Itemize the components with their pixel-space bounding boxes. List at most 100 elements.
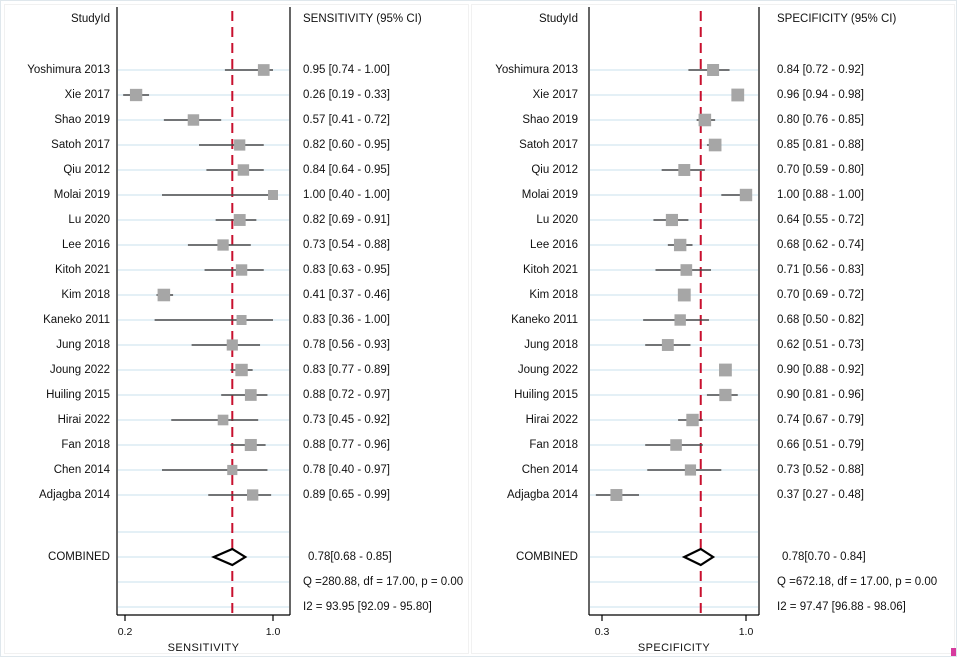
study-labels-column: Yoshimura 2013 Xie 2017 Shao 2019 Satoh 201… [9,5,110,655]
study-header: StudyId [539,13,578,25]
study-label: Joung 2022 [49,364,110,376]
combined-value: 0.78[0.68 - 0.85] [308,551,392,563]
estimate-marker [129,88,143,102]
study-label: Lee 2016 [62,239,110,251]
ci-value: 0.64 [0.55 - 0.72] [777,214,864,226]
estimate-marker [684,464,697,476]
estimate-marker [739,188,753,202]
ci-value: 0.83 [0.77 - 0.89] [303,364,390,376]
axis-tick-label-low: 0.3 [594,626,610,638]
study-label: Xie 2017 [64,89,110,101]
i2-statistic: I2 = 97.47 [96.88 - 98.06] [777,601,906,613]
ci-value: 0.66 [0.51 - 0.79] [777,439,864,451]
axis-tick-label-high: 1.0 [738,626,754,638]
combined-value: 0.78[0.70 - 0.84] [782,551,866,563]
ci-value: 0.41 [0.37 - 0.46] [303,289,390,301]
ci-value: 0.71 [0.56 - 0.83] [777,264,864,276]
study-label: Adjagba 2014 [507,489,578,501]
study-label: Shao 2019 [522,114,578,126]
estimate-marker [661,339,674,351]
ci-value: 0.90 [0.81 - 0.96] [777,389,864,401]
estimate-marker [233,214,246,226]
study-label: Qiu 2012 [63,164,110,176]
study-label: Shao 2019 [54,114,110,126]
estimate-marker [217,239,229,251]
study-label: Kaneko 2011 [511,314,578,326]
study-label: Huiling 2015 [514,389,578,401]
corner-artifact [951,648,956,656]
sensitivity-panel: StudyId SENSITIVITY (95% CI) Yoshimura 2… [4,4,469,654]
specificity-axis-title: SPECIFICITY [637,642,711,654]
ci-value: 0.96 [0.94 - 0.98] [777,89,864,101]
ci-value: 0.78 [0.56 - 0.93] [303,339,390,351]
ci-value: 0.78 [0.40 - 0.97] [303,464,390,476]
study-label: Yoshimura 2013 [495,64,578,76]
study-label: Adjagba 2014 [39,489,110,501]
study-label: Chen 2014 [521,464,578,476]
estimate-marker [244,438,257,452]
ci-value: 0.73 [0.54 - 0.88] [303,239,390,251]
estimate-marker [227,464,238,476]
study-label: Fan 2018 [529,439,578,451]
ci-value: 0.80 [0.76 - 0.85] [777,114,864,126]
estimate-marker [670,439,682,451]
ci-value: 0.73 [0.45 - 0.92] [303,414,390,426]
study-label: Lee 2016 [530,239,578,251]
combined-label: COMBINED [516,551,578,563]
specificity-panel: StudyId SPECIFICITY (95% CI) Yoshimura 2… [471,4,955,654]
combined-diamond [211,547,248,567]
estimate-marker [673,238,687,252]
study-label: Huiling 2015 [46,389,110,401]
study-label: Jung 2018 [524,339,578,351]
ci-value: 0.88 [0.72 - 0.97] [303,389,390,401]
study-label: Yoshimura 2013 [27,64,110,76]
estimate-marker [678,164,691,176]
estimate-marker [719,363,732,377]
study-label: Kitoh 2021 [523,264,578,276]
i2-statistic: I2 = 93.95 [92.09 - 95.80] [303,601,432,613]
ci-value: 0.82 [0.60 - 0.95] [303,139,390,151]
study-label: Kaneko 2011 [43,314,110,326]
estimate-marker [217,414,229,426]
study-label: Kim 2018 [529,289,578,301]
ci-value: 0.85 [0.81 - 0.88] [777,139,864,151]
estimate-marker [244,389,257,401]
study-label: Satoh 2017 [51,139,110,151]
estimate-marker [247,489,259,501]
estimate-marker [610,489,623,501]
ci-value: 0.83 [0.63 - 0.95] [303,264,390,276]
estimate-marker [686,413,699,427]
estimate-marker [719,388,732,402]
study-label: Jung 2018 [56,339,110,351]
ci-value: 1.00 [0.88 - 1.00] [777,189,864,201]
estimate-marker [157,288,171,302]
ci-value: 0.89 [0.65 - 0.99] [303,489,390,501]
estimate-marker [665,213,679,227]
study-label: Satoh 2017 [519,139,578,151]
study-labels-column: Yoshimura 2013 Xie 2017 Shao 2019 Satoh 201… [478,5,578,655]
study-label: Qiu 2012 [531,164,578,176]
estimate-marker [226,339,238,351]
study-label: Kitoh 2021 [55,264,110,276]
sensitivity-forest-svg [116,7,291,621]
combined-diamond [681,547,716,567]
estimate-marker [257,64,270,76]
study-label: Chen 2014 [53,464,110,476]
ci-value: 0.84 [0.72 - 0.92] [777,64,864,76]
study-label: Joung 2022 [517,364,578,376]
study-label: Hirai 2022 [57,414,110,426]
ci-value: 1.00 [0.40 - 1.00] [303,189,390,201]
estimate-marker [237,164,250,176]
q-statistic: Q =672.18, df = 17.00, p = 0.00 [777,576,938,588]
study-label: Lu 2020 [536,214,578,226]
study-label: Kim 2018 [61,289,110,301]
axis-tick-label-high: 1.0 [265,626,281,638]
ci-value: 0.90 [0.88 - 0.92] [777,364,864,376]
sensitivity-axis-title: SENSITIVITY [167,642,240,654]
sensitivity-ci-header: SENSITIVITY (95% CI) [303,13,422,25]
ci-value: 0.68 [0.50 - 0.82] [777,314,864,326]
ci-value: 0.70 [0.69 - 0.72] [777,289,864,301]
ci-value: 0.95 [0.74 - 1.00] [303,64,390,76]
ci-value: 0.62 [0.51 - 0.73] [777,339,864,351]
q-statistic: Q =280.88, df = 17.00, p = 0.00 [303,576,464,588]
